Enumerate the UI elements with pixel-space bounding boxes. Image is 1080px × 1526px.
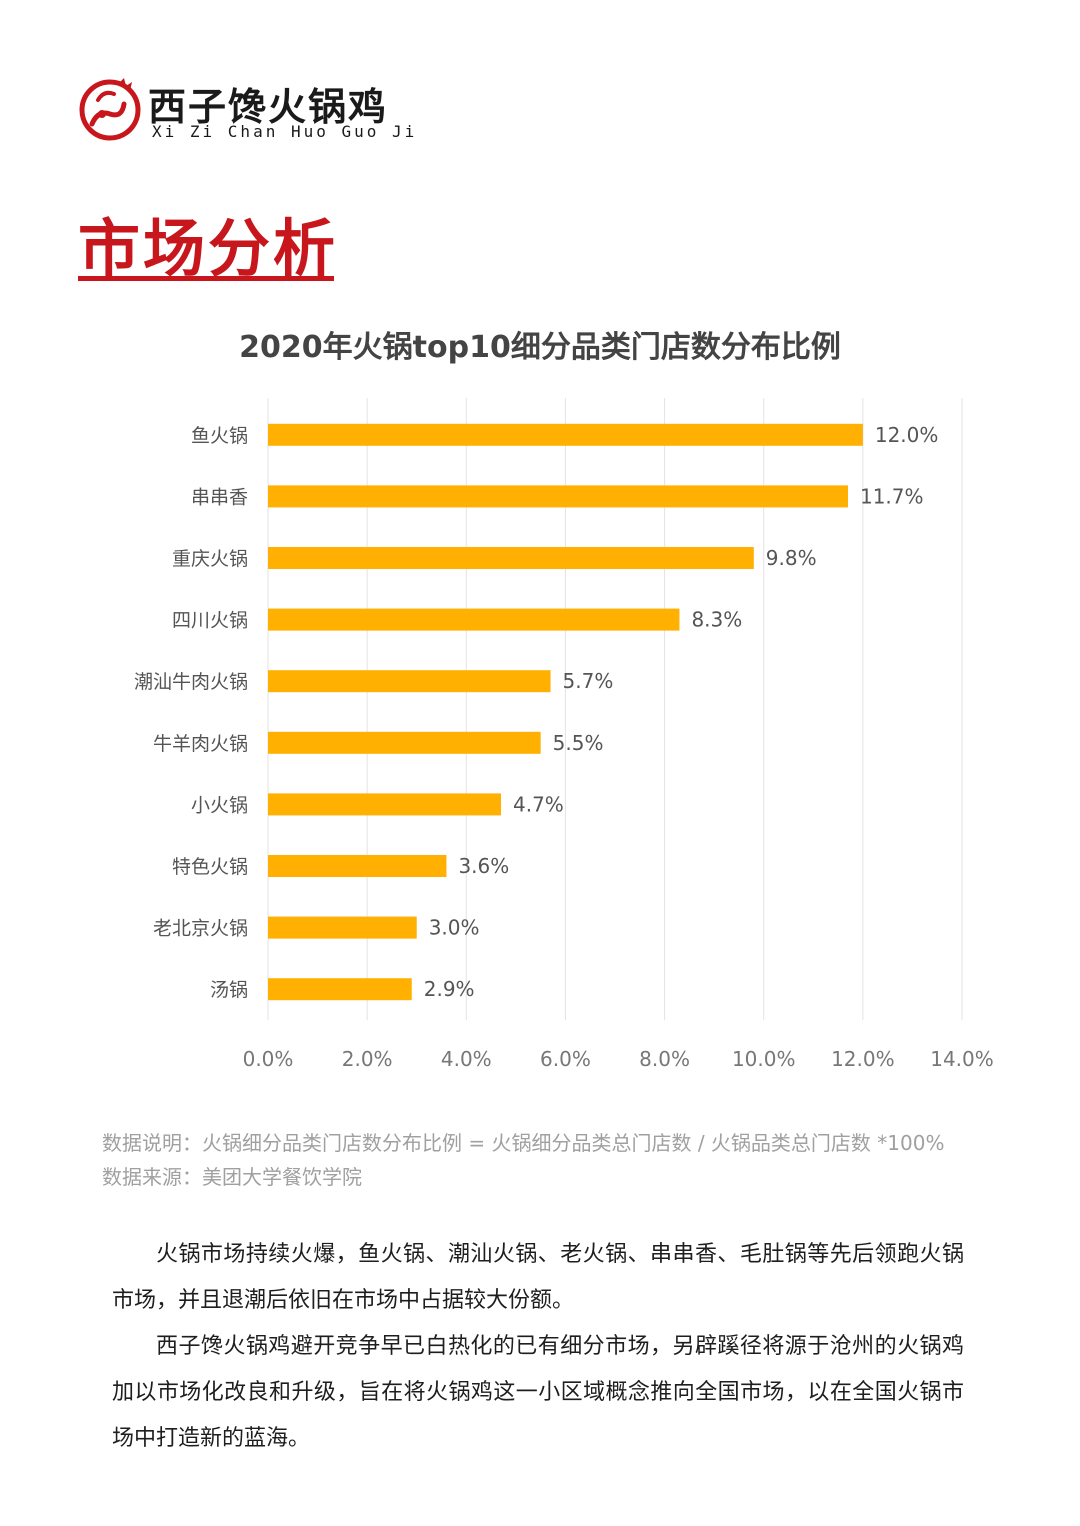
x-tick-label: 10.0% [732,1047,796,1071]
x-tick-label: 6.0% [540,1047,591,1071]
category-label: 四川火锅 [172,610,248,632]
brand-name-cn: 西子馋火锅鸡 [148,84,389,129]
category-label: 重庆火锅 [172,548,248,570]
bar [268,485,848,508]
x-tick-label: 8.0% [639,1047,690,1071]
value-label: 12.0% [875,423,939,447]
value-label: 3.0% [429,916,480,940]
section-underline [78,276,334,281]
bar [268,423,863,446]
category-label: 小火锅 [191,794,248,816]
data-source-note: 数据来源：美团大学餐饮学院 [102,1165,362,1189]
bar [268,916,417,939]
x-tick-label: 2.0% [342,1047,393,1071]
rooster-cloud-emblem-icon [79,78,141,141]
data-definition-note: 数据说明：火锅细分品类门店数分布比例 = 火锅细分品类总门店数 / 火锅品类总门… [102,1131,945,1155]
category-label: 牛羊肉火锅 [153,733,248,755]
value-label: 4.7% [513,792,564,816]
x-tick-label: 12.0% [831,1047,895,1071]
bar [268,978,412,1001]
x-tick-label: 0.0% [243,1047,294,1071]
bar [268,608,680,631]
category-label: 串串香 [191,486,248,508]
x-tick-label: 4.0% [441,1047,492,1071]
data-notes: 数据说明：火锅细分品类门店数分布比例 = 火锅细分品类总门店数 / 火锅品类总门… [102,1126,944,1194]
bar [268,547,754,569]
x-tick-label: 14.0% [930,1047,994,1071]
bar [268,731,541,754]
value-label: 5.7% [563,669,614,693]
value-label: 9.8% [766,546,817,570]
bar [268,855,447,877]
brand-logo: 西子馋火锅鸡 Xi Zi Chan Huo Guo Ji [78,70,414,150]
category-label: 鱼火锅 [191,425,248,447]
category-label: 特色火锅 [172,856,248,878]
chart-title: 2020年火锅top10细分品类门店数分布比例 [239,330,841,365]
body-text: 火锅市场持续火爆，鱼火锅、潮汕火锅、老火锅、串串香、毛肚锅等先后领跑火锅市场，并… [112,1232,964,1462]
category-label: 老北京火锅 [153,918,248,940]
value-label: 11.7% [860,484,924,508]
paragraph-1: 火锅市场持续火爆，鱼火锅、潮汕火锅、老火锅、串串香、毛肚锅等先后领跑火锅市场，并… [112,1242,964,1313]
value-label: 8.3% [691,608,742,632]
value-label: 2.9% [424,977,475,1001]
bar [268,670,551,693]
value-label: 5.5% [553,731,604,755]
category-label: 潮汕牛肉火锅 [134,671,248,693]
section-title: 市场分析 [78,212,339,285]
bar [268,793,501,816]
bar-chart: 0.0% 2.0% 4.0% 6.0% 8.0% 10.0% 12.0% 14.0% 鱼火锅 12… [134,398,994,1071]
category-label: 汤锅 [210,979,248,1001]
value-label: 3.6% [458,854,509,878]
paragraph-2: 西子馋火锅鸡避开竞争早已白热化的已有细分市场，另辟蹊径将源于沧州的火锅鸡加以市场… [112,1334,964,1451]
brand-name-en: Xi Zi Chan Huo Guo Ji [152,122,418,141]
